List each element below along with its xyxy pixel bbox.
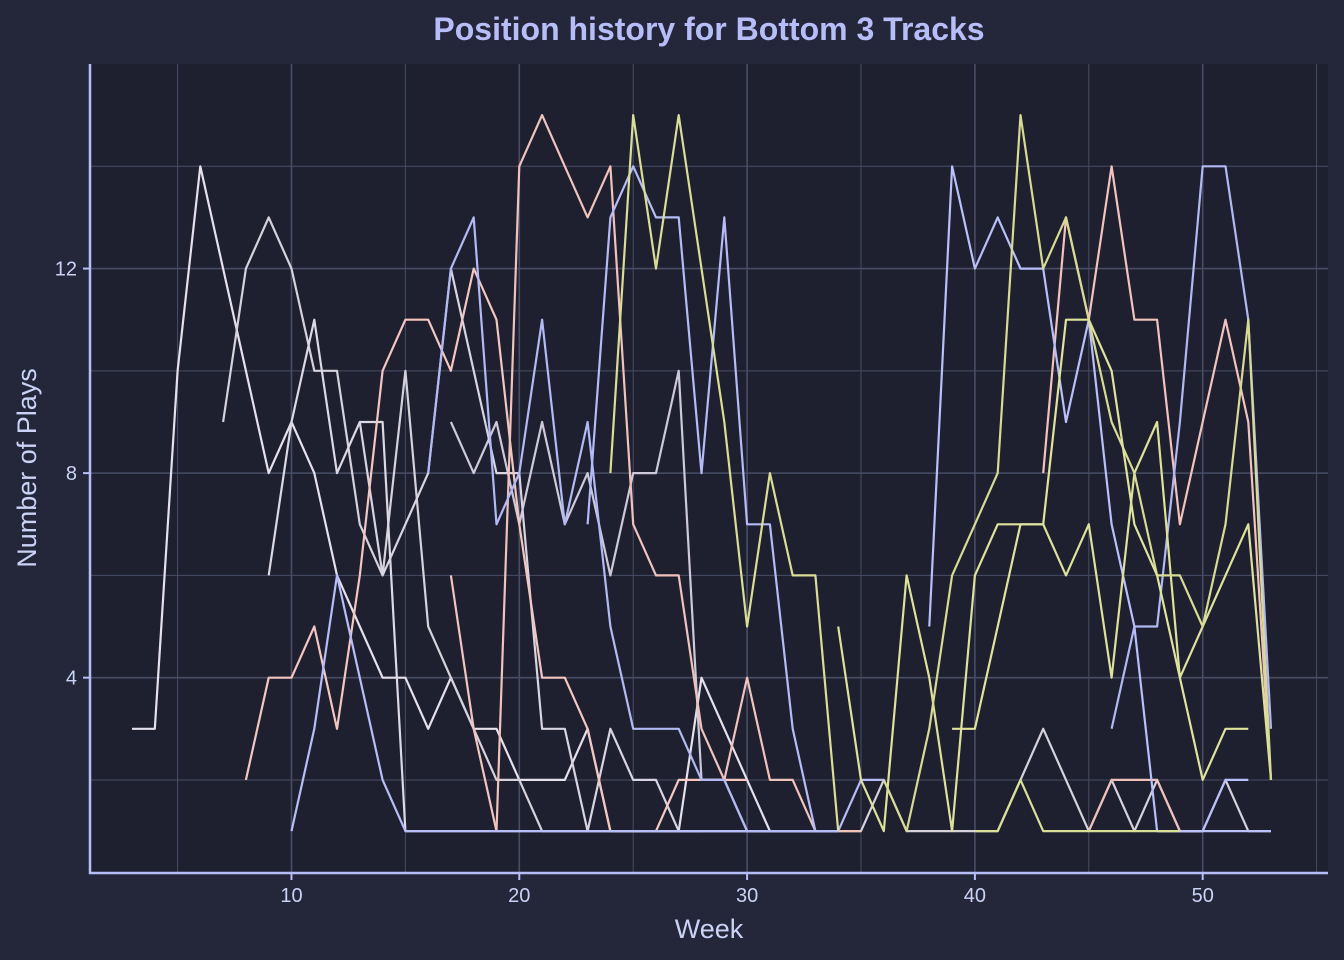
x-tick-label: 30 <box>736 885 758 907</box>
x-tick-label: 40 <box>964 885 986 907</box>
series-group <box>132 113 1273 833</box>
series-line <box>837 420 1273 833</box>
x-tick-label: 50 <box>1192 885 1214 907</box>
y-tick-label: 8 <box>66 463 77 485</box>
y-axis-label: Number of Plays <box>12 368 42 568</box>
series-line <box>427 216 839 833</box>
series-line <box>495 113 861 833</box>
series-line <box>1110 165 1273 730</box>
x-axis-label: Week <box>675 914 744 944</box>
y-ticks: 4 8 12 <box>55 259 90 690</box>
y-tick-label: 12 <box>55 259 77 281</box>
series-line <box>882 113 1273 833</box>
x-tick-label: 10 <box>280 885 302 907</box>
series-line <box>244 267 612 832</box>
series-line <box>952 318 1249 782</box>
y-tick-label: 4 <box>66 668 77 690</box>
x-ticks: 10 20 30 40 50 <box>280 873 1214 907</box>
chart-title: Position history for Bottom 3 Tracks <box>433 11 984 47</box>
series-line <box>609 113 840 832</box>
series-line <box>449 575 498 832</box>
plot-background <box>91 64 1328 872</box>
axes <box>88 64 1328 875</box>
x-tick-label: 20 <box>508 885 530 907</box>
series-line <box>974 778 1180 833</box>
series-line <box>586 165 884 833</box>
